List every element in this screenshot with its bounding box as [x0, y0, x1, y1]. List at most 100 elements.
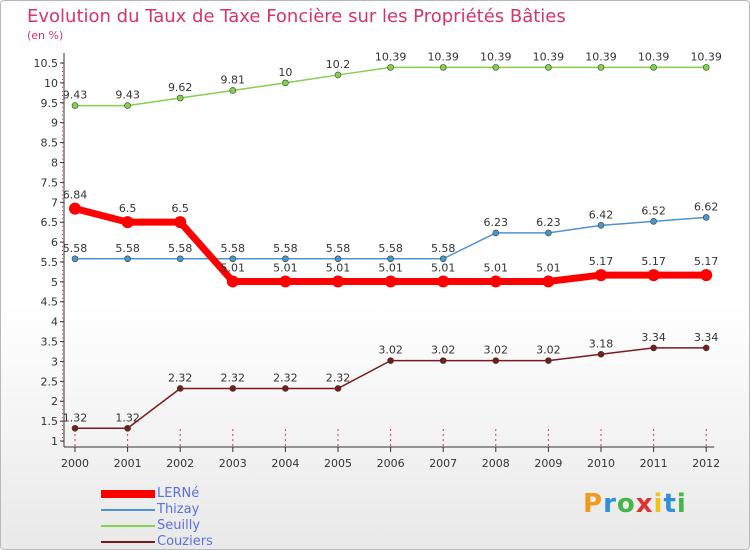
x-tick-label: 2001	[114, 457, 142, 470]
y-minor-tick	[62, 82, 63, 84]
y-minor-tick	[62, 273, 63, 275]
y-minor-tick	[62, 202, 63, 204]
y-tick-label: 1.5	[41, 415, 59, 428]
y-minor-tick	[62, 333, 63, 335]
y-tick-label: 3.5	[41, 336, 59, 349]
data-label: 10.2	[326, 58, 351, 71]
y-minor-tick	[62, 361, 63, 363]
y-minor-tick	[62, 397, 63, 399]
data-point	[124, 255, 131, 263]
y-minor-tick	[62, 250, 63, 252]
data-label: 10.39	[638, 50, 670, 63]
y-minor-tick	[62, 158, 63, 160]
data-point	[384, 275, 397, 288]
logo-letter: i	[676, 489, 687, 519]
y-minor-tick	[62, 425, 63, 427]
y-minor-tick	[62, 329, 63, 331]
y-minor-tick	[62, 182, 63, 184]
data-label: 1.32	[115, 411, 140, 424]
data-label: 6.5	[119, 202, 137, 215]
data-point	[282, 79, 289, 87]
y-minor-tick	[62, 353, 63, 355]
data-label: 10.39	[427, 50, 459, 63]
y-minor-tick	[62, 63, 63, 64]
data-label: 3.02	[536, 344, 561, 357]
data-point	[226, 275, 239, 288]
legend-swatch	[101, 509, 155, 511]
data-point	[229, 87, 237, 94]
y-minor-tick	[62, 405, 63, 407]
y-minor-tick	[62, 317, 63, 319]
x-tick-label: 2002	[166, 457, 194, 470]
y-tick-label: 6.5	[41, 216, 59, 229]
data-label: 5.58	[115, 242, 140, 255]
y-minor-tick	[62, 94, 63, 96]
data-point	[650, 64, 657, 71]
y-minor-tick	[62, 102, 63, 104]
data-point	[229, 385, 237, 392]
logo-letter: x	[635, 489, 654, 519]
data-label: 1.32	[63, 411, 88, 424]
y-tick-label: 7.5	[41, 176, 59, 189]
y-minor-tick	[62, 389, 63, 391]
data-label: 5.58	[221, 242, 246, 255]
y-tick-label: 5.5	[41, 256, 59, 269]
data-point	[334, 385, 342, 392]
data-point	[176, 94, 184, 102]
y-minor-tick	[62, 341, 63, 343]
y-minor-tick	[62, 230, 63, 232]
data-label: 5.01	[484, 261, 509, 274]
y-tick-label: 9	[51, 117, 58, 130]
y-minor-tick	[62, 66, 63, 68]
data-label: 2.32	[221, 371, 246, 384]
data-label: 3.02	[378, 344, 403, 357]
y-minor-tick	[62, 433, 63, 435]
data-label: 5.01	[431, 261, 456, 274]
y-minor-tick	[62, 234, 63, 236]
y-tick-label: 10.5	[34, 57, 59, 70]
data-point	[332, 275, 344, 288]
data-point	[597, 350, 605, 358]
legend-label: Thizay	[157, 502, 200, 517]
y-minor-tick	[62, 146, 63, 148]
data-label: 9.43	[115, 89, 140, 102]
data-label: 10.39	[533, 50, 565, 63]
x-tick-label: 2004	[271, 457, 299, 470]
y-minor-tick	[62, 98, 63, 100]
y-tick-label: 5	[51, 276, 58, 289]
data-label: 5.17	[694, 255, 719, 268]
data-label: 3.34	[694, 331, 719, 344]
data-point	[702, 344, 710, 352]
data-point	[176, 255, 184, 263]
y-minor-tick	[62, 429, 63, 431]
data-label: 2.32	[273, 371, 298, 384]
x-tick-label: 2000	[61, 457, 89, 470]
y-minor-tick	[62, 214, 63, 216]
data-point	[387, 255, 394, 263]
data-label: 9.43	[63, 89, 88, 102]
logo-letter: r	[603, 489, 617, 519]
y-minor-tick	[62, 166, 63, 168]
proxiti-logo: Proxiti	[583, 489, 687, 519]
x-tick-label: 2008	[482, 457, 510, 470]
y-minor-tick	[62, 198, 63, 200]
y-minor-tick	[62, 377, 63, 379]
data-point	[702, 64, 710, 71]
data-point	[71, 255, 79, 263]
data-point	[334, 71, 342, 79]
y-minor-tick	[62, 437, 63, 439]
data-label: 3.02	[431, 344, 456, 357]
y-minor-tick	[62, 253, 63, 255]
y-tick-label: 3	[51, 355, 58, 368]
y-minor-tick	[62, 401, 63, 403]
y-minor-tick	[62, 154, 63, 156]
y-minor-tick	[62, 261, 63, 263]
x-tick-label: 2011	[640, 457, 668, 470]
y-axis-unit: (en %)	[27, 29, 64, 42]
data-label: 5.17	[641, 255, 666, 268]
data-label: 6.52	[641, 204, 666, 217]
y-minor-tick	[62, 257, 63, 259]
y-minor-tick	[62, 441, 63, 442]
